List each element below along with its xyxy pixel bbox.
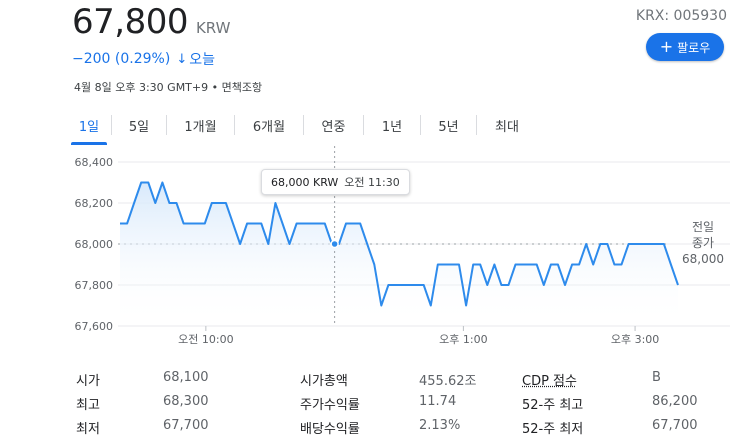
change-value: −200 (0.29%)	[72, 51, 171, 67]
prev-close-value: 68,000	[682, 252, 724, 266]
x-tick-label: 오전 10:00	[178, 333, 233, 346]
tab-1m[interactable]: 1개월	[184, 120, 217, 135]
stat-market-cap-value: 455.62조	[419, 374, 477, 389]
price-area	[120, 182, 678, 326]
x-tick-label: 오후 1:00	[439, 333, 487, 346]
range-tabs: 1일 5일 1개월 6개월 연중 1년 5년 최대	[67, 112, 537, 145]
y-tick-label: 68,000	[75, 238, 114, 251]
stat-52w-low-label: 52-주 최저	[522, 422, 584, 437]
stat-market-cap-label: 시가총액	[300, 374, 348, 389]
y-tick-label: 67,600	[75, 320, 114, 333]
price-line	[120, 181, 679, 307]
period-label: 오늘	[189, 52, 215, 68]
price-change: −200 (0.29%) ↓ 오늘	[72, 49, 215, 69]
bullet-separator: •	[211, 81, 222, 94]
previous-close-label: 전일 종가 68,000	[682, 219, 724, 267]
tab-divider	[303, 115, 304, 135]
y-tick-label: 67,800	[75, 279, 114, 292]
quote-meta: 4월 8일 오후 3:30 GMT+9 • 면책조항	[74, 79, 262, 95]
stat-52w-high-label: 52-주 최고	[522, 398, 584, 413]
tab-divider	[363, 115, 364, 135]
follow-label: 팔로우	[677, 40, 711, 55]
arrow-down-icon: ↓	[176, 51, 188, 67]
stat-52w-high-value: 86,200	[652, 394, 698, 409]
stat-cdp-value: B	[652, 370, 661, 385]
stat-low-value: 67,700	[163, 418, 209, 433]
stat-dividend-label: 배당수익률	[300, 422, 360, 437]
tab-ytd[interactable]: 연중	[321, 120, 346, 135]
plus-icon: +	[659, 37, 674, 56]
tab-5d[interactable]: 5일	[128, 120, 150, 135]
price-chart-svg[interactable]: 68,400 68,200 68,000 67,800 67,600 오전 10:00 오후…	[0, 146, 738, 356]
tab-1d[interactable]: 1일	[67, 112, 111, 145]
y-tick-label: 68,200	[75, 197, 114, 210]
stat-dividend-value: 2.13%	[419, 418, 461, 433]
tab-divider	[476, 115, 477, 135]
hover-tooltip: 68,000 KRW 오전 11:30	[261, 169, 410, 195]
timestamp: 4월 8일 오후 3:30 GMT+9	[74, 81, 209, 94]
tooltip-time: 오전 11:30	[344, 176, 400, 189]
follow-button[interactable]: + 팔로우	[646, 33, 724, 61]
stat-pe-label: 주가수익률	[300, 398, 360, 413]
stat-52w-low-value: 67,700	[652, 418, 698, 433]
current-price: 67,800	[72, 2, 188, 42]
stat-high-label: 최고	[76, 398, 100, 413]
tab-divider	[111, 115, 112, 135]
price-chart[interactable]: 68,400 68,200 68,000 67,800 67,600 오전 10:00 오후…	[0, 146, 738, 356]
stat-high-value: 68,300	[163, 394, 209, 409]
tooltip-value: 68,000 KRW	[271, 175, 339, 189]
stat-open-value: 68,100	[163, 370, 209, 385]
tab-divider	[166, 115, 167, 135]
y-tick-label: 68,400	[75, 156, 114, 169]
tab-max[interactable]: 최대	[495, 120, 519, 135]
ticker-symbol: KRX: 005930	[635, 8, 727, 24]
stat-pe-value: 11.74	[419, 394, 457, 409]
prev-close-line1: 전일	[691, 220, 715, 234]
tab-5y[interactable]: 5년	[438, 120, 459, 135]
tab-divider	[234, 115, 235, 135]
disclaimer-link[interactable]: 면책조항	[221, 81, 263, 94]
stat-open-label: 시가	[76, 374, 100, 389]
prev-close-line2: 종가	[691, 236, 715, 250]
hover-point	[330, 239, 339, 249]
tab-6m[interactable]: 6개월	[252, 120, 286, 135]
price-header: 67,800 KRW	[72, 2, 230, 42]
tab-1y[interactable]: 1년	[381, 120, 403, 135]
stat-cdp-label[interactable]: CDP 점수	[522, 374, 577, 389]
x-tick-label: 오후 3:00	[611, 333, 659, 346]
currency-label: KRW	[195, 19, 231, 37]
stat-low-label: 최저	[76, 422, 100, 437]
tab-divider	[420, 115, 421, 135]
